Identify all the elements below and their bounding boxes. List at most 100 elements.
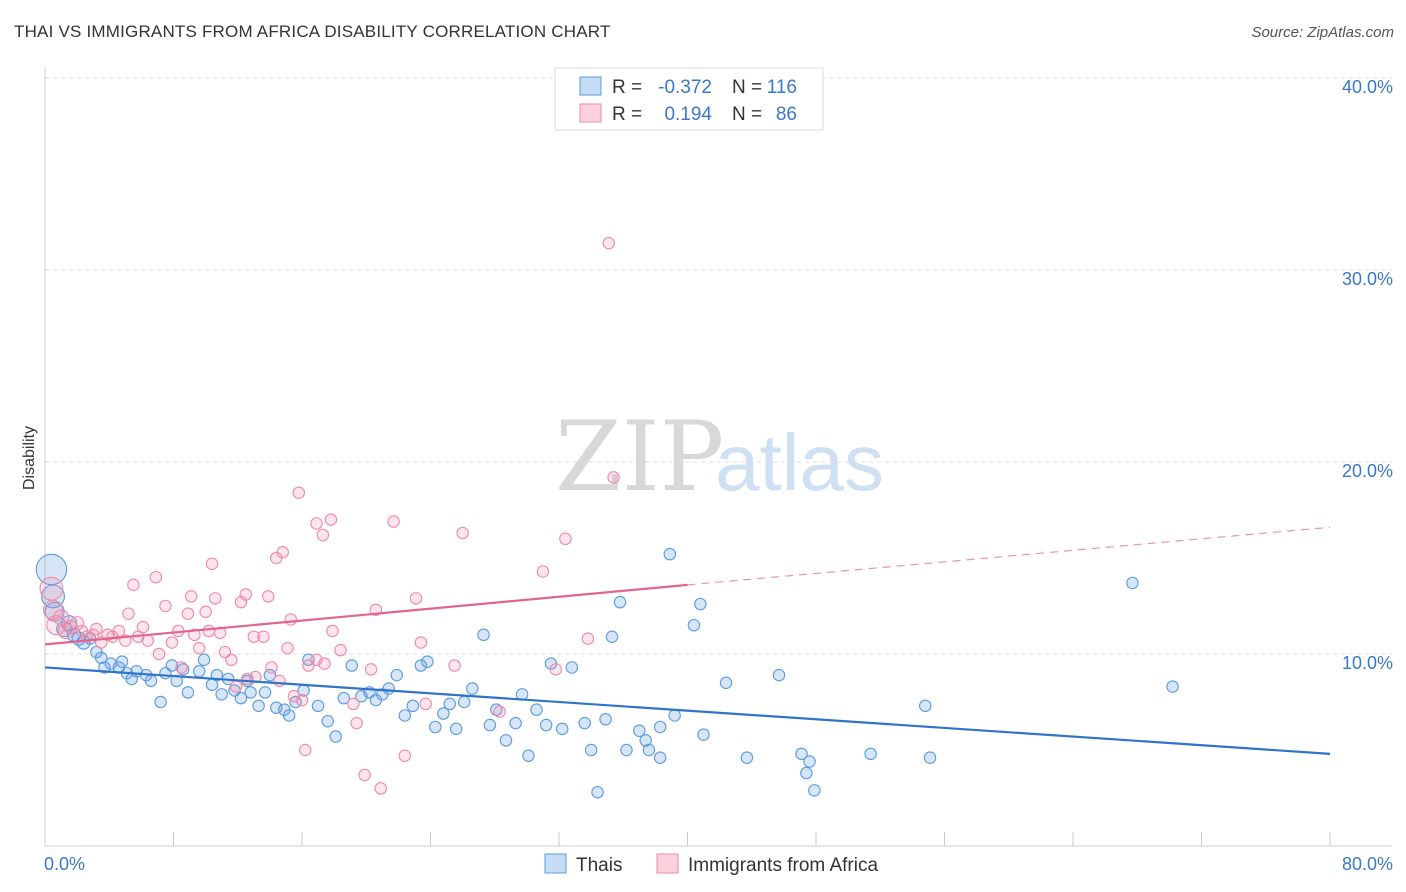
africa-point bbox=[247, 630, 261, 643]
africa-point bbox=[229, 680, 243, 693]
thais-point bbox=[923, 751, 937, 764]
africa-point bbox=[141, 634, 155, 647]
thais-point bbox=[144, 674, 158, 688]
thais-point bbox=[530, 703, 543, 716]
africa-point bbox=[69, 616, 85, 631]
africa-point bbox=[581, 632, 595, 645]
thais-point bbox=[398, 709, 412, 722]
thais-point bbox=[772, 668, 786, 682]
thais-point bbox=[620, 743, 633, 757]
grid-lines bbox=[45, 77, 1392, 655]
legend-n-label-1: N = bbox=[732, 77, 762, 98]
thais-point bbox=[466, 682, 479, 695]
africa-point bbox=[184, 590, 198, 603]
africa-point bbox=[273, 674, 286, 688]
africa-trend-extension bbox=[687, 526, 1331, 586]
africa-point bbox=[448, 659, 461, 672]
africa-point bbox=[559, 532, 572, 546]
africa-point bbox=[414, 636, 428, 649]
y-tick-label: 30.0% bbox=[1342, 269, 1393, 289]
thais-point bbox=[565, 661, 579, 674]
thais-point bbox=[437, 707, 450, 720]
thais-point bbox=[414, 659, 428, 672]
africa-point bbox=[136, 620, 150, 634]
africa-point bbox=[127, 578, 140, 592]
africa-point bbox=[225, 653, 238, 667]
thais-point bbox=[406, 699, 420, 713]
correlation-legend: R = -0.372 N = 116 R = 0.194 N = 86 bbox=[554, 67, 824, 131]
thais-point bbox=[115, 655, 129, 668]
thais-point bbox=[687, 618, 701, 632]
thais-point bbox=[740, 751, 754, 764]
africa-point bbox=[387, 515, 400, 528]
bottom-legend-swatch-africa bbox=[656, 853, 679, 874]
africa-point bbox=[209, 592, 222, 605]
thais-point bbox=[653, 720, 667, 734]
watermark-zip: ZIP bbox=[555, 401, 724, 513]
thais-point bbox=[192, 665, 206, 678]
africa-point bbox=[292, 486, 306, 499]
africa-point bbox=[347, 697, 360, 711]
thais-point bbox=[234, 691, 248, 705]
thais-point bbox=[795, 747, 808, 761]
thais-point bbox=[443, 697, 457, 711]
thais-point bbox=[668, 709, 681, 722]
thais-point bbox=[197, 653, 211, 667]
x-tick-label-min: 0.0% bbox=[44, 854, 85, 874]
africa-point bbox=[149, 570, 163, 584]
thais-point bbox=[282, 709, 296, 722]
thais-point bbox=[94, 651, 108, 665]
africa-point bbox=[152, 647, 166, 661]
thais-point bbox=[591, 785, 604, 799]
africa-point bbox=[295, 693, 309, 707]
thais-point bbox=[483, 718, 497, 732]
africa-point bbox=[257, 630, 270, 643]
watermark-atlas: atlas bbox=[715, 418, 884, 507]
chart-title: THAI VS IMMIGRANTS FROM AFRICA DISABILIT… bbox=[14, 22, 611, 41]
africa-point bbox=[358, 768, 371, 782]
africa-point bbox=[364, 663, 378, 676]
africa-point bbox=[324, 513, 338, 526]
thais-point bbox=[215, 688, 228, 701]
thais-point bbox=[633, 724, 646, 738]
thais-point bbox=[1126, 576, 1139, 590]
africa-point bbox=[281, 641, 294, 655]
thais-point bbox=[345, 659, 359, 672]
africa-point bbox=[276, 545, 289, 559]
thais-point bbox=[244, 686, 257, 699]
source-label: Source: ZipAtlas.com bbox=[1251, 24, 1394, 41]
africa-point bbox=[39, 576, 64, 601]
africa-point bbox=[122, 607, 135, 620]
thais-point bbox=[337, 691, 351, 705]
thais-point bbox=[719, 676, 733, 690]
legend-r-label-2: R = bbox=[612, 104, 642, 125]
thais-point bbox=[311, 699, 325, 713]
africa-point bbox=[374, 782, 387, 795]
thais-point bbox=[477, 628, 490, 642]
africa-point bbox=[239, 588, 253, 601]
thais-point bbox=[449, 722, 463, 736]
thais-point bbox=[642, 743, 656, 757]
thais-point bbox=[605, 630, 619, 643]
thais-point bbox=[539, 718, 553, 732]
thais-point bbox=[584, 743, 598, 757]
thais-point bbox=[522, 749, 535, 763]
africa-point bbox=[536, 565, 550, 578]
thais-point bbox=[599, 713, 612, 726]
africa-point bbox=[192, 641, 206, 655]
legend-swatch-africa bbox=[579, 103, 602, 123]
africa-point bbox=[409, 592, 423, 605]
thais-point bbox=[263, 668, 277, 682]
africa-point bbox=[298, 743, 312, 757]
thais-point bbox=[499, 734, 513, 747]
x-tick-label-max: 80.0% bbox=[1342, 854, 1393, 874]
y-tick-label: 10.0% bbox=[1342, 653, 1393, 673]
africa-point bbox=[419, 697, 432, 711]
x-tick-labels: 0.0% 80.0% bbox=[44, 854, 1393, 874]
thais-point bbox=[803, 755, 816, 768]
thais-point bbox=[555, 722, 569, 736]
africa-point bbox=[602, 236, 616, 250]
legend-r-value-1: -0.372 bbox=[658, 77, 712, 98]
thais-point bbox=[329, 730, 342, 743]
africa-point bbox=[607, 471, 620, 484]
